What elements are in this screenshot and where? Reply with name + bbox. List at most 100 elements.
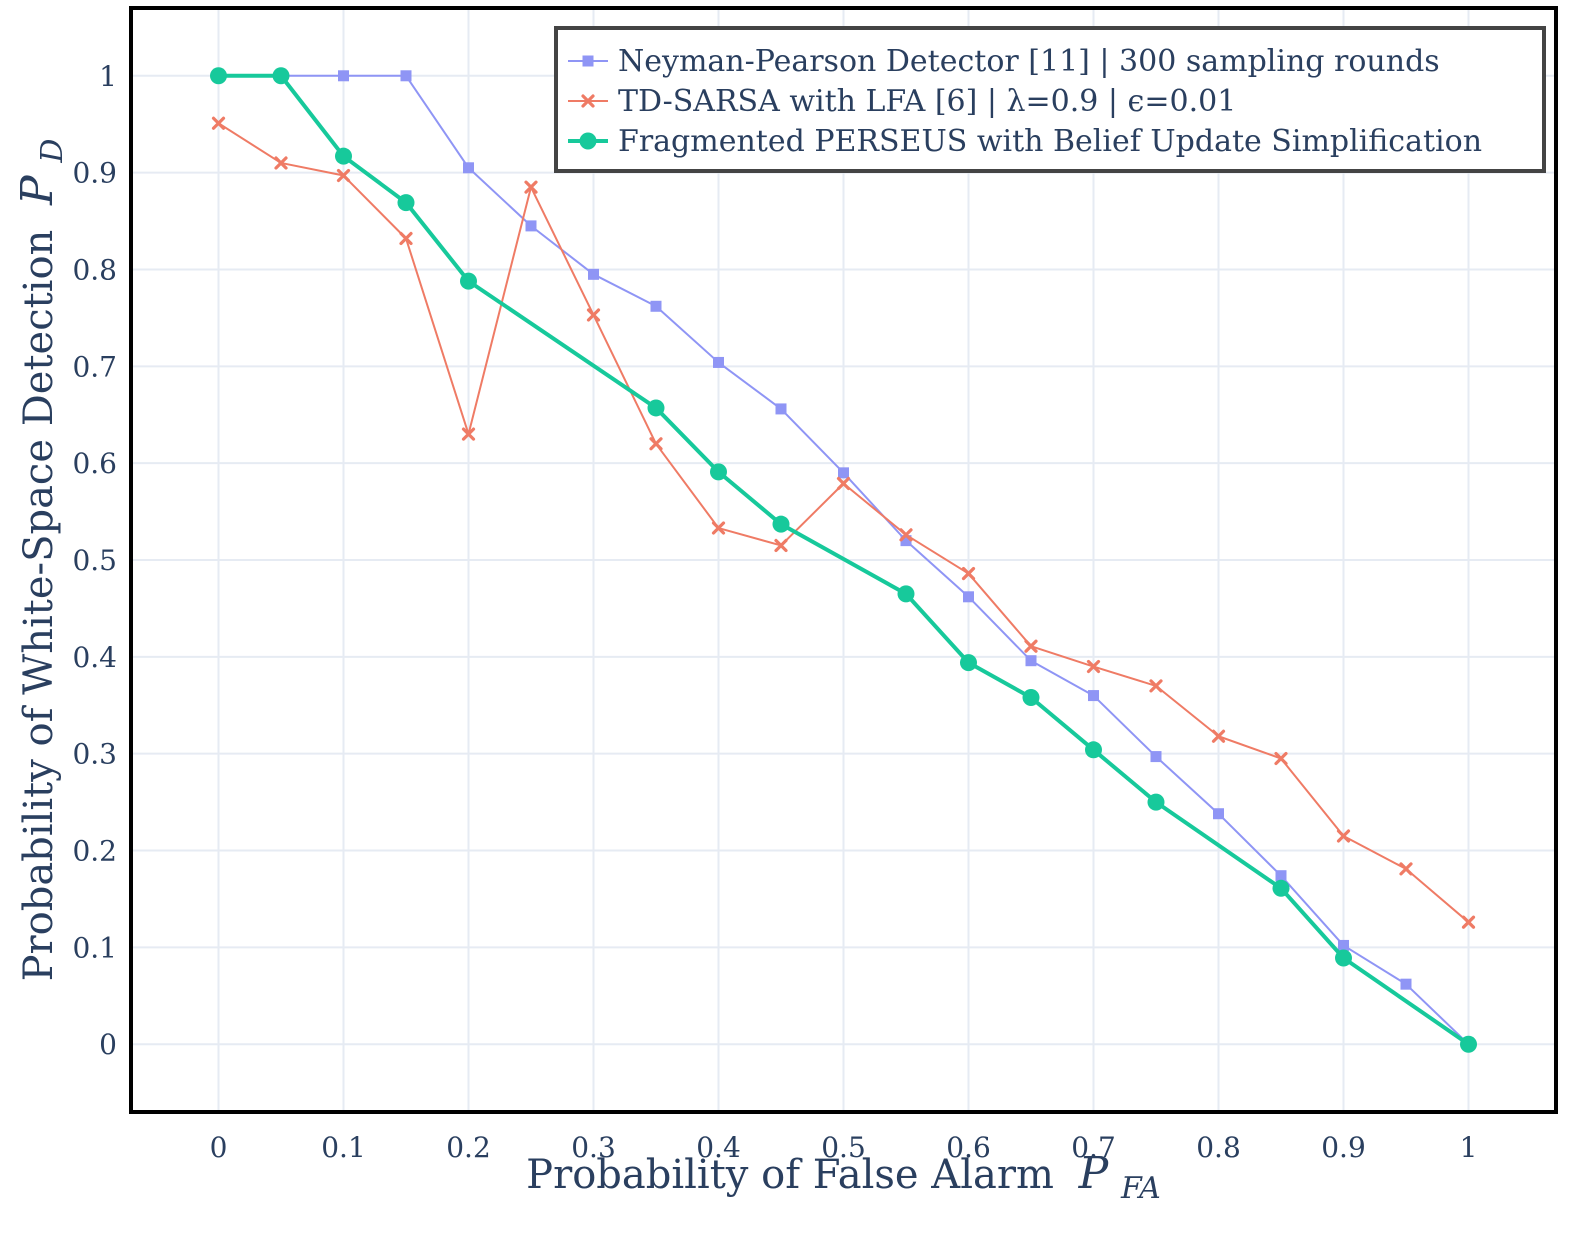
series-2-point xyxy=(711,521,726,535)
series-3-point xyxy=(897,585,915,603)
x-marker-stroke xyxy=(336,168,351,183)
y-tick-label: 0.5 xyxy=(72,544,117,577)
series-2-point xyxy=(336,168,351,183)
series-1-point xyxy=(650,300,662,312)
series-3-point xyxy=(272,67,290,85)
series-1-point xyxy=(1275,870,1287,882)
series-1-point xyxy=(900,535,912,547)
y-tick-label: 0.1 xyxy=(72,931,117,964)
series-2-point xyxy=(1211,729,1226,743)
series-2-point xyxy=(961,566,976,581)
series-3-point xyxy=(1085,741,1102,759)
x-marker-stroke xyxy=(1274,751,1288,766)
y-tick-label: 0.8 xyxy=(72,253,117,286)
series-1-point xyxy=(338,70,349,82)
legend-marker xyxy=(579,132,597,150)
x-tick-label: 0 xyxy=(210,1131,228,1164)
x-marker-stroke xyxy=(399,231,413,246)
series-3-point xyxy=(1335,949,1352,967)
x-marker-stroke xyxy=(581,94,595,108)
x-axis-subscript: FA xyxy=(1120,1171,1161,1206)
y-tick-label: 0.6 xyxy=(72,447,117,480)
y-tick-label: 0.9 xyxy=(72,157,117,190)
series-2-point xyxy=(899,528,913,542)
x-tick-label: 0.9 xyxy=(1321,1131,1366,1164)
x-tick-label: 0.5 xyxy=(821,1131,866,1164)
x-marker-stroke xyxy=(899,528,913,542)
legend-item: Fragmented PERSEUS with Belief Update Si… xyxy=(568,124,1482,159)
legend-label: Fragmented PERSEUS with Belief Update Si… xyxy=(618,124,1482,159)
series-3-point xyxy=(397,194,415,212)
series-2-point xyxy=(1149,679,1163,693)
series-2-point xyxy=(461,427,476,441)
x-marker-stroke xyxy=(274,156,288,170)
series-3-point xyxy=(772,515,790,533)
series-3-point xyxy=(460,272,477,290)
series-1-point xyxy=(838,467,849,479)
x-marker-stroke xyxy=(836,476,851,491)
series-1-point xyxy=(775,403,787,415)
x-marker-stroke xyxy=(1149,679,1163,693)
series-3 xyxy=(210,67,1477,1053)
series-1-point xyxy=(713,356,724,368)
y-axis-title: Probability of White-Space Detection P D xyxy=(12,139,70,982)
series-1-point xyxy=(463,162,474,174)
series-2-point xyxy=(274,156,288,170)
x-tick-label: 0.4 xyxy=(696,1131,741,1164)
x-marker-stroke xyxy=(1086,659,1101,674)
series-2-point xyxy=(1399,862,1413,876)
legend-marker xyxy=(581,94,595,108)
series-2-point xyxy=(1274,751,1288,766)
series-2-point xyxy=(1461,915,1476,929)
x-tick-label: 0.1 xyxy=(321,1131,366,1164)
legend-box xyxy=(554,26,1546,173)
series-1-point xyxy=(1025,655,1037,667)
y-tick-label: 0.3 xyxy=(72,738,117,771)
y-tick-label: 0.2 xyxy=(72,835,117,868)
tick-labels: 0 0.1 0.2 0.3 0.4 0.5 0.6 0.7 0.8 0.9 1 0 0.1 0.2 0.3 0… xyxy=(72,60,1477,1164)
x-marker-stroke xyxy=(461,427,476,441)
x-axis-title-text: Probability of False Alarm xyxy=(526,1152,1054,1198)
series-3-point xyxy=(960,654,977,672)
series-2-point xyxy=(524,180,538,194)
series-2-point xyxy=(1086,659,1101,674)
y-tick-label: 0.4 xyxy=(72,641,117,674)
x-tick-label: 0.6 xyxy=(946,1131,991,1164)
series-layer xyxy=(210,67,1477,1053)
x-marker-stroke xyxy=(649,437,663,451)
series-2-point xyxy=(774,538,788,553)
legend-item: Neyman-Pearson Detector [11] | 300 sampl… xyxy=(568,44,1440,79)
x-tick-label: 1 xyxy=(1460,1131,1478,1164)
x-axis-symbol: P xyxy=(1078,1148,1110,1199)
x-marker-stroke xyxy=(524,180,538,194)
x-marker-stroke xyxy=(1461,915,1476,929)
x-marker-stroke xyxy=(1024,639,1038,653)
series-3-point xyxy=(1147,793,1165,811)
x-marker-stroke xyxy=(774,538,788,553)
x-marker-stroke xyxy=(1211,729,1226,743)
series-2-point xyxy=(211,116,226,130)
y-axis-symbol: P xyxy=(12,174,63,206)
series-3-point xyxy=(647,399,665,417)
series-2-point xyxy=(1024,639,1038,653)
series-1-point xyxy=(1150,751,1162,763)
x-marker-stroke xyxy=(1336,829,1351,843)
series-2 xyxy=(211,116,1476,929)
x-marker-stroke xyxy=(1399,862,1413,876)
x-marker-stroke xyxy=(961,566,976,581)
series-3-point xyxy=(710,463,727,481)
x-tick-label: 0.3 xyxy=(571,1131,616,1164)
series-2-point xyxy=(649,437,663,451)
x-tick-label: 0.8 xyxy=(1196,1131,1241,1164)
series-2-point xyxy=(1336,829,1351,843)
legend-label: TD-SARSA with LFA [6] | λ=0.9 | ϵ=0.01 xyxy=(618,84,1236,119)
series-1-point xyxy=(525,220,537,232)
series-1-point xyxy=(963,591,974,603)
x-marker-stroke xyxy=(586,308,601,322)
x-tick-label: 0.7 xyxy=(1071,1131,1116,1164)
series-1-point xyxy=(1400,978,1412,990)
y-axis-subscript: D xyxy=(35,139,70,164)
series-1-point xyxy=(400,70,412,82)
